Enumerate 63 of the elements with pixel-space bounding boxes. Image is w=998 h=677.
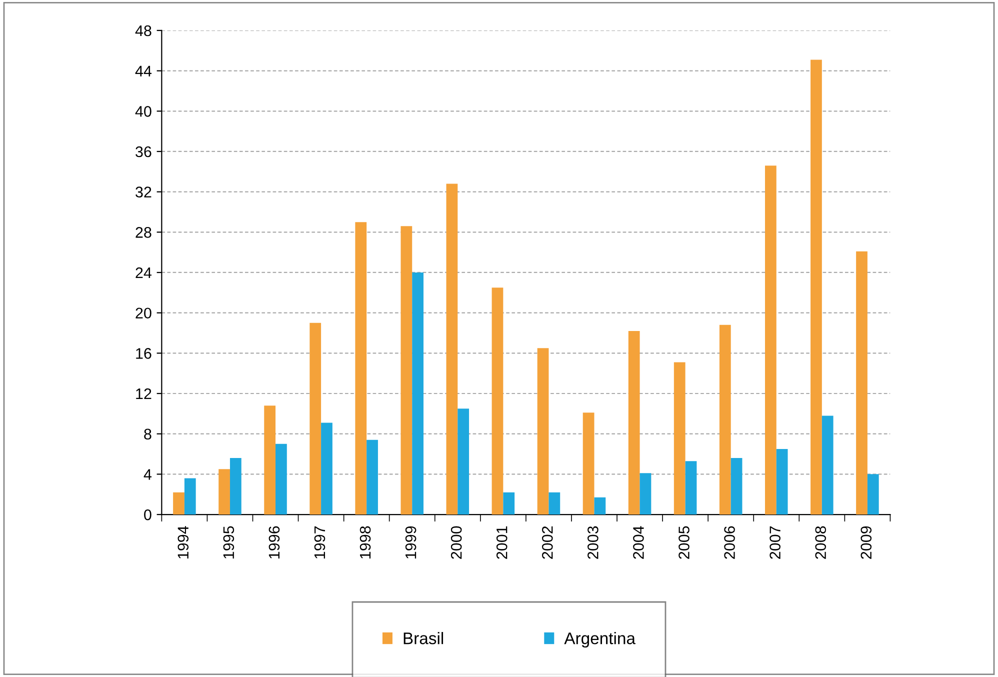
y-tick-label: 44 bbox=[135, 66, 152, 76]
x-tick-label: 2002 bbox=[542, 526, 553, 559]
x-tick-label: 2000 bbox=[450, 526, 462, 559]
x-tick-label: 2001 bbox=[496, 526, 508, 559]
y-tick-label: 24 bbox=[136, 267, 152, 278]
bar bbox=[446, 184, 458, 515]
bar bbox=[230, 458, 242, 515]
x-tick-label: 2004 bbox=[633, 526, 644, 559]
bar bbox=[640, 473, 652, 515]
y-tick-label: 20 bbox=[136, 308, 152, 319]
bar bbox=[776, 448, 788, 515]
bar bbox=[264, 406, 276, 515]
y-tick-label: 4 bbox=[144, 469, 152, 480]
y-tick-label: 16 bbox=[136, 348, 152, 359]
bar bbox=[321, 422, 332, 515]
bar bbox=[822, 416, 834, 515]
bar bbox=[355, 222, 367, 515]
y-tick-label: 48 bbox=[135, 25, 152, 36]
bar bbox=[548, 492, 560, 515]
bar bbox=[856, 251, 868, 515]
bar bbox=[503, 492, 515, 515]
bar bbox=[685, 461, 697, 515]
bar bbox=[765, 166, 776, 515]
bar bbox=[674, 362, 686, 515]
bar bbox=[594, 497, 606, 515]
bar bbox=[310, 322, 322, 515]
x-tick-label: 1995 bbox=[223, 526, 234, 558]
bar bbox=[173, 492, 184, 515]
bar bbox=[366, 440, 378, 515]
y-tick-label: 12 bbox=[136, 388, 152, 400]
bar bbox=[719, 324, 731, 515]
y-tick-label: 0 bbox=[144, 509, 152, 520]
y-tick-label: 40 bbox=[135, 106, 152, 117]
x-tick-label: 2008 bbox=[815, 526, 826, 559]
bar bbox=[458, 408, 470, 515]
bar bbox=[730, 458, 742, 515]
bar bbox=[867, 474, 879, 515]
bar bbox=[582, 412, 594, 515]
y-tick-label: 36 bbox=[136, 146, 152, 158]
bar bbox=[400, 226, 412, 515]
x-tick-label: 1994 bbox=[178, 526, 189, 558]
x-tick-label: 2003 bbox=[588, 526, 598, 559]
bar bbox=[492, 288, 504, 515]
x-tick-label: 1999 bbox=[405, 526, 416, 558]
bar bbox=[537, 348, 549, 515]
x-tick-label: 1997 bbox=[314, 526, 326, 558]
x-tick-label: 1998 bbox=[360, 526, 371, 558]
bar bbox=[218, 469, 230, 515]
x-tick-label: 2007 bbox=[770, 526, 780, 559]
x-tick-label: 2009 bbox=[860, 526, 872, 559]
legend-label: Argentina bbox=[564, 632, 636, 648]
bar bbox=[412, 272, 424, 515]
bar bbox=[184, 478, 196, 515]
bar bbox=[810, 60, 822, 515]
bar bbox=[628, 330, 640, 515]
x-tick-label: 1996 bbox=[268, 526, 280, 558]
y-tick-label: 8 bbox=[144, 428, 152, 440]
legend-label: Brasil bbox=[404, 632, 444, 644]
x-tick-label: 2005 bbox=[678, 526, 690, 559]
y-tick-label: 32 bbox=[136, 186, 152, 198]
bar bbox=[276, 444, 287, 515]
y-tick-label: 28 bbox=[136, 227, 152, 238]
x-tick-label: 2006 bbox=[724, 526, 735, 559]
